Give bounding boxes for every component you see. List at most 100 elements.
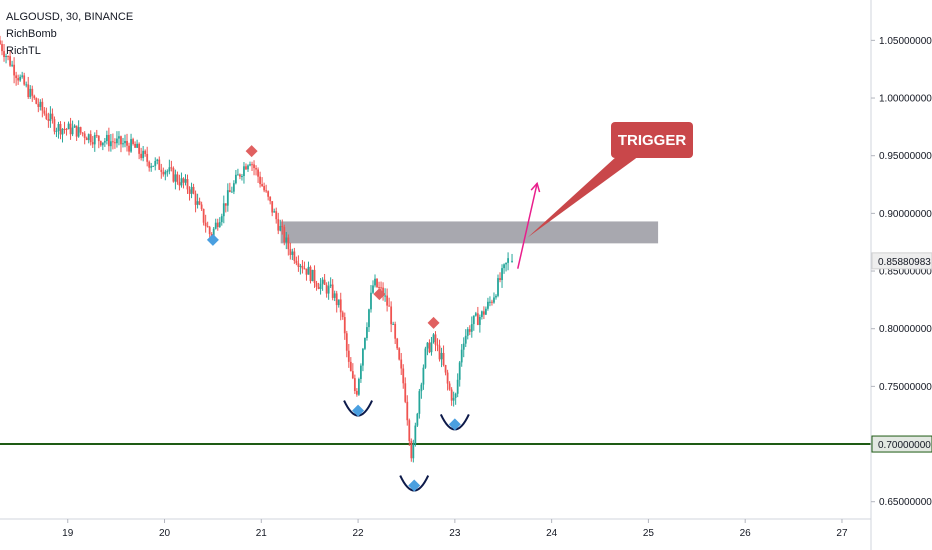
candle-body xyxy=(460,349,463,363)
candle-body xyxy=(370,292,372,310)
candle-body xyxy=(466,329,469,336)
candle-body xyxy=(297,263,300,267)
candle-body xyxy=(394,323,397,339)
candle-body xyxy=(31,88,34,96)
candle-body xyxy=(156,159,159,162)
current-price-badge xyxy=(871,252,932,270)
candle-body xyxy=(79,127,82,133)
candle-body xyxy=(406,401,409,421)
candle-body xyxy=(333,293,336,298)
sell-signal-marker[interactable] xyxy=(245,145,258,158)
candle-body xyxy=(283,227,286,243)
indicator-richtl[interactable]: RichTL xyxy=(6,45,41,57)
candle-body xyxy=(27,84,30,98)
buy-signal-marker[interactable] xyxy=(352,404,365,417)
sell-signal-marker[interactable] xyxy=(427,316,440,329)
candle-body xyxy=(61,128,64,135)
candle-body xyxy=(49,113,52,121)
candle-body xyxy=(65,128,68,130)
candle-body xyxy=(362,348,364,366)
candle-body xyxy=(388,305,391,307)
candle-body xyxy=(454,393,457,398)
candle-body xyxy=(41,101,44,111)
buy-signal-marker[interactable] xyxy=(408,479,421,492)
candle-body xyxy=(511,260,513,262)
candle-body xyxy=(299,265,302,267)
candle-body xyxy=(360,365,362,379)
candle-body xyxy=(216,222,219,228)
x-tick-label: 21 xyxy=(256,528,268,539)
candle-body xyxy=(339,299,342,313)
candle-body xyxy=(200,204,203,209)
candle-body xyxy=(222,203,225,217)
candle-body xyxy=(442,352,445,366)
candle-body xyxy=(279,225,282,231)
buy-signal-marker[interactable] xyxy=(206,233,219,246)
y-tick-label: 0.65000000 xyxy=(879,497,932,508)
buy-signal-marker[interactable] xyxy=(448,418,461,431)
sell-signal-marker[interactable] xyxy=(373,288,386,301)
candle-body xyxy=(101,142,104,146)
y-tick-label: 0.75000000 xyxy=(879,382,932,393)
candle-body xyxy=(335,293,338,306)
candle-body xyxy=(392,323,395,325)
candle-body xyxy=(444,365,447,373)
candle-body xyxy=(263,186,266,191)
candle-body xyxy=(168,167,171,172)
projection-arrow-head xyxy=(530,181,541,193)
candle-body xyxy=(232,183,235,192)
candle-body xyxy=(53,119,56,132)
candle-body xyxy=(204,222,207,227)
candle-body xyxy=(198,201,201,205)
x-tick-label: 25 xyxy=(643,528,655,539)
candle-body xyxy=(499,278,501,281)
resistance-zone[interactable] xyxy=(280,221,659,244)
candle-body xyxy=(77,127,80,137)
candle-body xyxy=(321,279,324,284)
candle-body xyxy=(376,278,378,288)
x-tick-label: 27 xyxy=(836,528,848,539)
candle-body xyxy=(432,334,435,343)
candle-body xyxy=(414,425,417,445)
symbol-title[interactable]: ALGOUSD, 30, BINANCE xyxy=(6,11,134,23)
candle-body xyxy=(364,337,366,349)
candle-body xyxy=(251,164,253,166)
candle-body xyxy=(495,295,497,298)
candle-body xyxy=(194,193,197,205)
candle-body xyxy=(144,150,147,154)
candle-body xyxy=(384,295,386,297)
indicator-richbomb[interactable]: RichBomb xyxy=(6,28,57,40)
candle-body xyxy=(154,161,157,166)
candle-body xyxy=(315,282,318,287)
candle-body xyxy=(438,345,441,360)
candle-body xyxy=(91,142,94,145)
candle-body xyxy=(160,169,163,172)
candle-body xyxy=(5,56,7,58)
candle-body xyxy=(434,334,437,345)
candle-body xyxy=(347,350,350,362)
candle-body xyxy=(57,124,60,131)
candle-body xyxy=(418,391,421,414)
candle-body xyxy=(45,113,48,119)
candle-body xyxy=(136,143,139,148)
candle-body xyxy=(412,444,415,459)
candle-body xyxy=(228,190,231,193)
projection-arrow[interactable] xyxy=(517,183,538,269)
candle-body xyxy=(448,383,451,390)
x-tick-label: 22 xyxy=(353,528,365,539)
candle-body xyxy=(267,191,270,197)
candle-body xyxy=(69,123,72,135)
candle-body xyxy=(255,168,257,170)
candle-body xyxy=(202,208,205,223)
candle-body xyxy=(142,150,145,159)
candle-body xyxy=(130,139,132,152)
candle-body xyxy=(103,141,106,143)
candle-body xyxy=(43,110,46,114)
current-price-badge-label: 0.85880983 xyxy=(878,257,931,268)
candle-body xyxy=(192,186,195,194)
x-tick-label: 24 xyxy=(546,528,558,539)
candle-body xyxy=(281,225,284,228)
trigger-callout[interactable] xyxy=(611,122,693,158)
candle-body xyxy=(402,368,405,384)
